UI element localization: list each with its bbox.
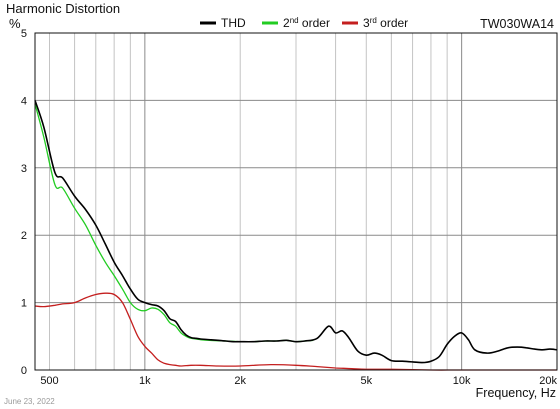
legend-label: 3rd order [363, 16, 408, 30]
x-tick-label: 1k [139, 375, 151, 387]
model-label: TW030WA14 [480, 17, 554, 31]
y-tick-label: 0 [21, 365, 27, 377]
y-axis-unit: % [9, 16, 21, 31]
y-tick-label: 1 [21, 298, 27, 310]
x-axis-label: Frequency, Hz [475, 386, 556, 400]
legend: THD 2nd order 3rd order [200, 16, 408, 30]
series-layer [34, 100, 558, 371]
grid [35, 32, 558, 371]
series-line-second [34, 103, 314, 343]
x-tick-label: 2k [234, 375, 246, 387]
legend-label: THD [221, 16, 246, 30]
tick-labels: 0 1 2 3 4 5 500 1k 2k 5k 10k 20k [21, 28, 558, 387]
y-tick-label: 4 [21, 95, 27, 107]
x-tick-label: 500 [40, 375, 58, 387]
legend-entry-thd: THD [200, 16, 246, 30]
legend-entry-third: 3rd order [342, 16, 408, 30]
chart-title: Harmonic Distortion [6, 1, 121, 16]
x-tick-label: 5k [360, 375, 372, 387]
date-stamp: June 23, 2022 [4, 397, 55, 406]
series-line-third [34, 292, 557, 371]
legend-label: 2nd order [283, 16, 330, 30]
x-tick-label: 10k [453, 375, 471, 387]
series-line-thd [34, 100, 558, 364]
y-tick-label: 3 [21, 163, 27, 175]
x-tick-label: 20k [539, 375, 557, 387]
legend-entry-second: 2nd order [262, 16, 330, 30]
y-tick-label: 2 [21, 230, 27, 242]
plot-frame [34, 32, 558, 371]
y-tick-label: 5 [21, 28, 27, 40]
